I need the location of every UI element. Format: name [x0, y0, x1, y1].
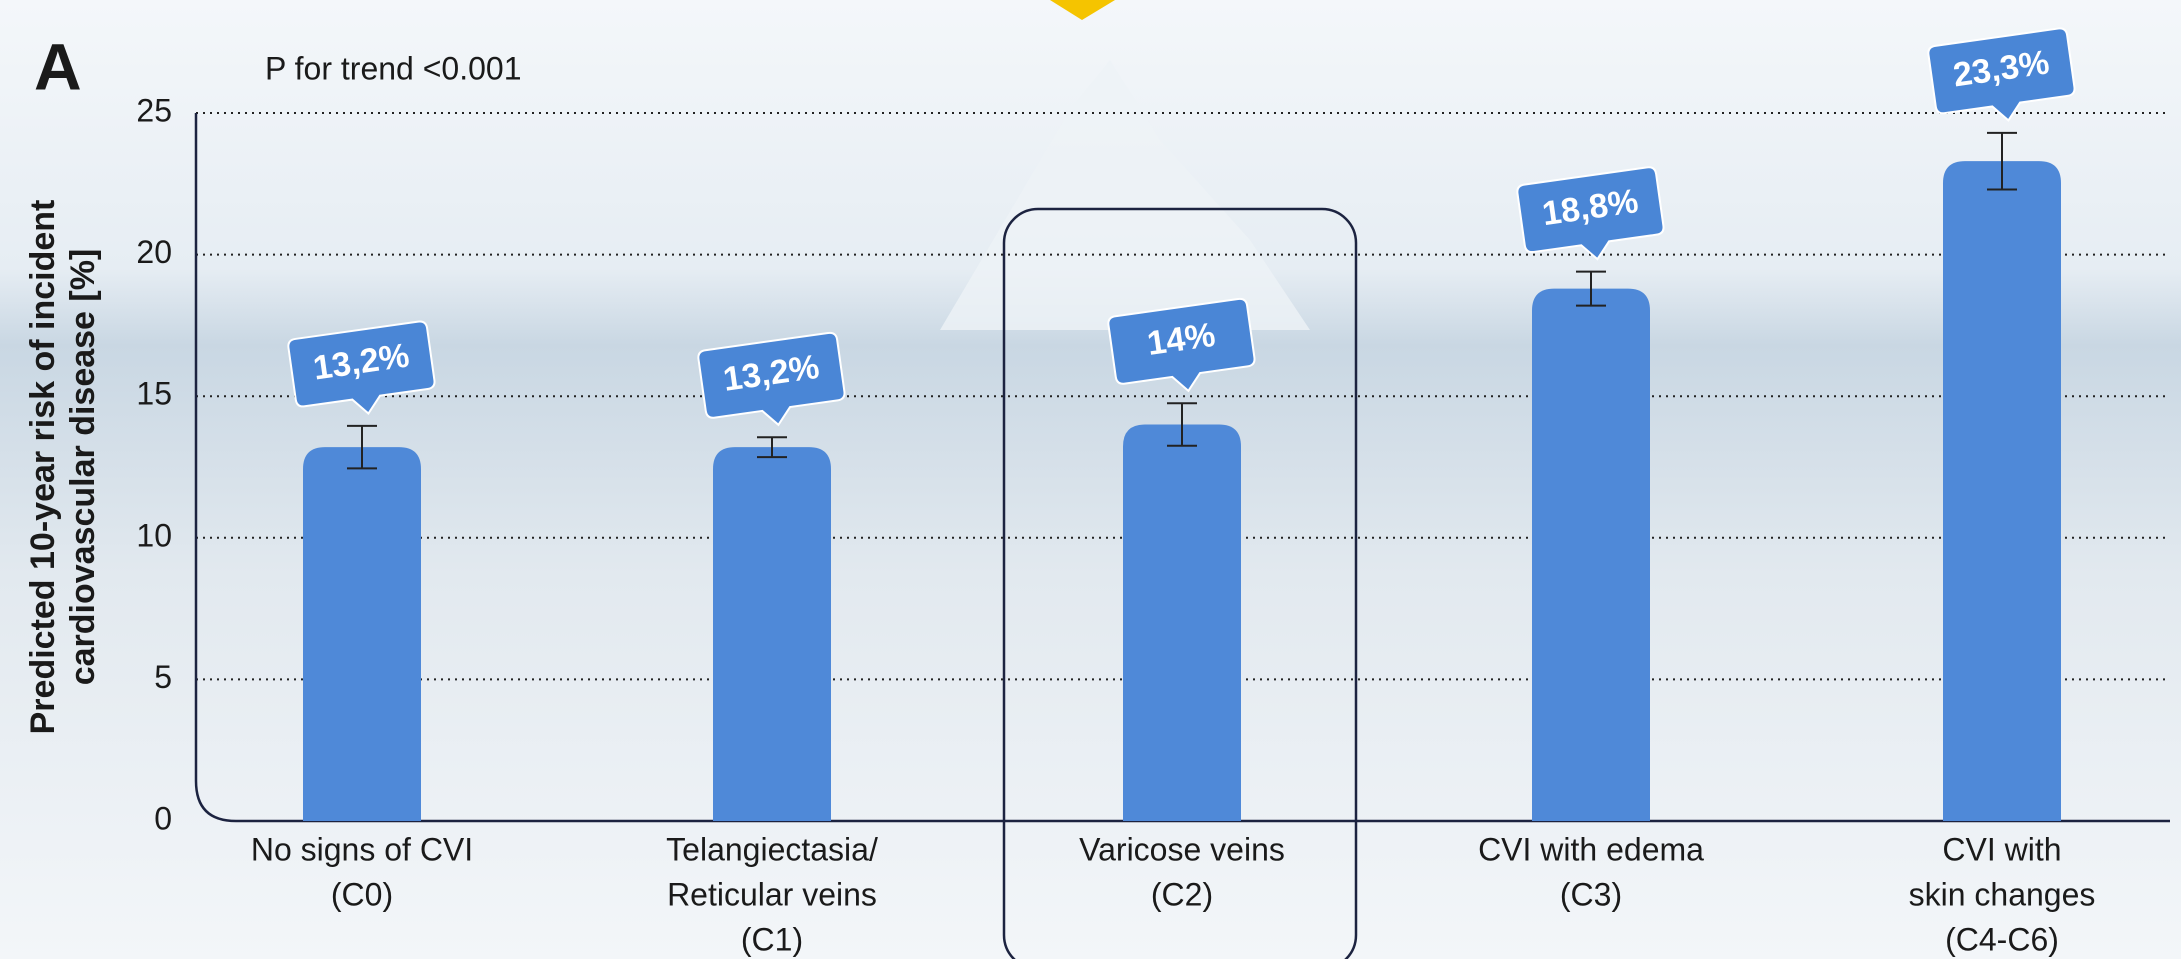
bar	[1532, 289, 1650, 821]
x-tick-label: Reticular veins	[667, 876, 877, 912]
bar	[1123, 425, 1241, 821]
panel-label: A	[34, 29, 82, 103]
bar	[1943, 161, 2061, 821]
x-tick-label: skin changes	[1909, 876, 2096, 912]
x-tick-label: CVI with	[1942, 831, 2061, 867]
y-tick-label: 10	[136, 517, 172, 553]
chart: A P for trend <0.001 Predicted 10-year r…	[0, 0, 2181, 959]
x-tick-label: (C3)	[1560, 876, 1622, 912]
x-tick-label: (C4-C6)	[1945, 921, 2059, 957]
y-label-line: Predicted 10-year risk of incident	[24, 200, 62, 735]
x-tick-label: CVI with edema	[1478, 831, 1704, 867]
y-tick-label: 5	[154, 659, 172, 695]
y-tick-label: 25	[136, 92, 172, 128]
x-tick-label: (C0)	[331, 876, 393, 912]
y-label-line: cardiovascular disease [%]	[64, 249, 102, 686]
bar	[713, 447, 831, 821]
x-tick-label: Telangiectasia/	[666, 831, 878, 867]
x-tick-label: (C1)	[741, 921, 803, 957]
x-tick-label: No signs of CVI	[251, 831, 473, 867]
x-tick-label: (C2)	[1151, 876, 1213, 912]
y-tick-label: 15	[136, 376, 172, 412]
bar	[303, 447, 421, 821]
annotation: P for trend <0.001	[265, 50, 521, 86]
x-tick-label: Varicose veins	[1079, 831, 1285, 867]
y-tick-label: 0	[154, 800, 172, 836]
y-tick-label: 20	[136, 234, 172, 270]
